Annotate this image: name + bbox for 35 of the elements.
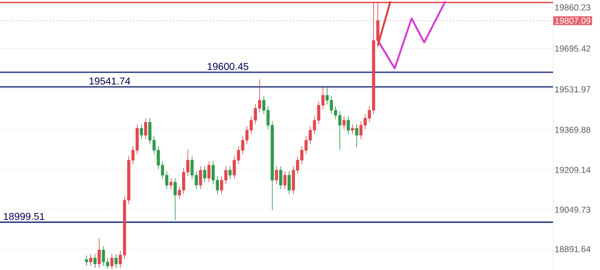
line-series xyxy=(376,0,446,70)
y-tick-label: 19860.23 xyxy=(555,4,590,10)
candlestick xyxy=(110,254,114,270)
y-tick-label: 19531.97 xyxy=(555,86,590,92)
candlestick xyxy=(279,166,282,190)
candlestick xyxy=(342,116,346,130)
candlestick xyxy=(288,170,291,194)
candlestick xyxy=(338,110,342,150)
candlestick xyxy=(346,116,350,135)
candlestick xyxy=(283,170,286,190)
candlestick xyxy=(169,178,173,190)
candlestick xyxy=(355,124,358,148)
y-tick-label: 19695.42 xyxy=(555,45,590,52)
candlestick xyxy=(114,254,118,268)
candlestick xyxy=(84,255,88,266)
ref-line-label: 19807.09 xyxy=(555,18,590,24)
candlestick xyxy=(207,160,211,182)
candlestick xyxy=(174,178,177,220)
candlestick xyxy=(274,166,278,184)
candlestick xyxy=(98,238,101,268)
candlestick xyxy=(350,124,354,135)
candlestick xyxy=(140,124,143,140)
candlestick xyxy=(89,254,92,266)
ref-line-label: 19541.74 xyxy=(90,78,130,85)
candlestick xyxy=(198,166,202,190)
y-tick-label: 19049.73 xyxy=(555,206,590,213)
candlestick xyxy=(144,118,148,140)
ref-line-label: 19600.45 xyxy=(208,62,248,70)
candlestick xyxy=(203,166,206,182)
y-tick-label: 18891.64 xyxy=(555,246,590,252)
ref-line-label: 18999.51 xyxy=(4,212,44,220)
y-tick-label: 19369.88 xyxy=(555,126,590,133)
candlestick xyxy=(93,254,97,268)
candlestick xyxy=(228,166,232,180)
y-tick-label: 19209.14 xyxy=(555,166,590,173)
